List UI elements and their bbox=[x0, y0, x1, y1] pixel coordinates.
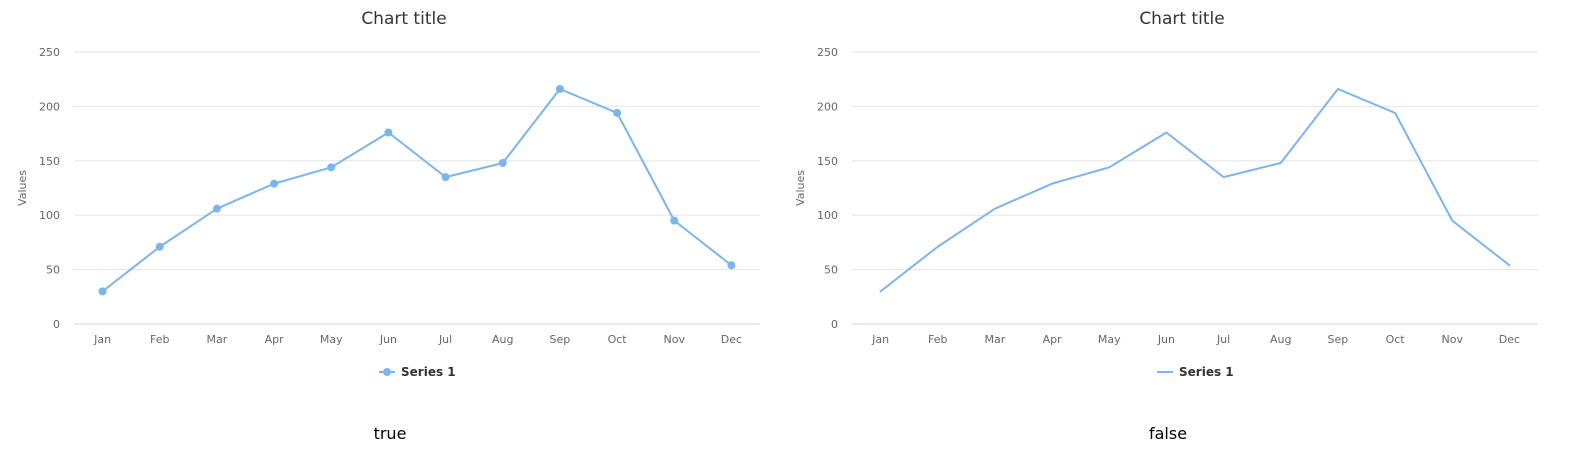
series-line bbox=[101, 87, 733, 293]
chart-panel-no-markers: Chart title Values 0 50 100 150 200 250 Jan Feb Ma… bbox=[778, 0, 1558, 466]
x-tick-label: Feb bbox=[150, 333, 169, 346]
data-point bbox=[670, 216, 679, 225]
x-tick-label: Jun bbox=[379, 333, 397, 346]
data-point bbox=[155, 242, 164, 251]
y-tick-label: 0 bbox=[831, 318, 838, 331]
y-tick-label: 0 bbox=[53, 318, 60, 331]
x-tick-label: Nov bbox=[664, 333, 686, 346]
x-tick-label: Mar bbox=[207, 333, 228, 346]
data-point bbox=[498, 158, 507, 167]
x-tick-label: Oct bbox=[1386, 333, 1406, 346]
chart-title: Chart title bbox=[1139, 9, 1224, 29]
y-tick-label: 100 bbox=[817, 209, 838, 222]
x-tick-label: Jan bbox=[871, 333, 889, 346]
legend-marker-symbol bbox=[383, 368, 391, 376]
chart-caption: false bbox=[1148, 424, 1188, 443]
data-point bbox=[727, 261, 736, 270]
chart-title: Chart title bbox=[361, 9, 446, 29]
y-tick-label: 50 bbox=[824, 264, 838, 277]
x-tick-label: Aug bbox=[492, 333, 513, 346]
x-tick-label: Jul bbox=[1216, 333, 1230, 346]
data-point bbox=[555, 84, 564, 93]
x-tick-label: Nov bbox=[1442, 333, 1464, 346]
x-tick-label: Feb bbox=[928, 333, 947, 346]
chart-panel-markers: Chart title Values 0 50 100 150 200 250 Jan Feb Ma… bbox=[0, 0, 780, 466]
y-tick-label: 250 bbox=[39, 46, 60, 59]
y-tick-label: 50 bbox=[46, 264, 60, 277]
x-tick-label: Jun bbox=[1157, 333, 1175, 346]
x-tick-label: May bbox=[1098, 333, 1121, 346]
data-point bbox=[212, 204, 221, 213]
data-point bbox=[384, 128, 393, 137]
data-point bbox=[441, 173, 450, 182]
x-tick-label: Aug bbox=[1270, 333, 1291, 346]
x-tick-label: Oct bbox=[608, 333, 628, 346]
line-chart: Chart title Values 0 50 100 150 200 250 Jan Feb Ma… bbox=[16, 9, 760, 379]
y-axis-title: Values bbox=[794, 170, 807, 206]
data-point bbox=[98, 287, 107, 296]
x-tick-label: Dec bbox=[721, 333, 742, 346]
data-point bbox=[613, 108, 622, 117]
legend-label: Series 1 bbox=[401, 365, 456, 379]
x-tick-label: Mar bbox=[985, 333, 1006, 346]
y-tick-label: 150 bbox=[39, 155, 60, 168]
x-tick-label: Sep bbox=[550, 333, 571, 346]
x-tick-label: Dec bbox=[1499, 333, 1520, 346]
y-tick-label: 100 bbox=[39, 209, 60, 222]
y-axis-title: Values bbox=[16, 170, 29, 206]
line-chart: Chart title Values 0 50 100 150 200 250 Jan Feb Ma… bbox=[794, 9, 1538, 379]
series-line bbox=[879, 87, 1511, 293]
x-tick-label: Sep bbox=[1328, 333, 1349, 346]
data-point bbox=[270, 179, 279, 188]
x-tick-label: Apr bbox=[1043, 333, 1063, 346]
legend-label: Series 1 bbox=[1179, 365, 1234, 379]
y-tick-label: 200 bbox=[817, 100, 838, 113]
y-tick-label: 150 bbox=[817, 155, 838, 168]
x-tick-label: May bbox=[320, 333, 343, 346]
x-tick-label: Jan bbox=[93, 333, 111, 346]
data-point bbox=[327, 163, 336, 172]
x-tick-label: Apr bbox=[265, 333, 285, 346]
y-tick-label: 200 bbox=[39, 100, 60, 113]
x-tick-label: Jul bbox=[438, 333, 452, 346]
chart-caption: true bbox=[373, 424, 407, 443]
y-tick-label: 250 bbox=[817, 46, 838, 59]
